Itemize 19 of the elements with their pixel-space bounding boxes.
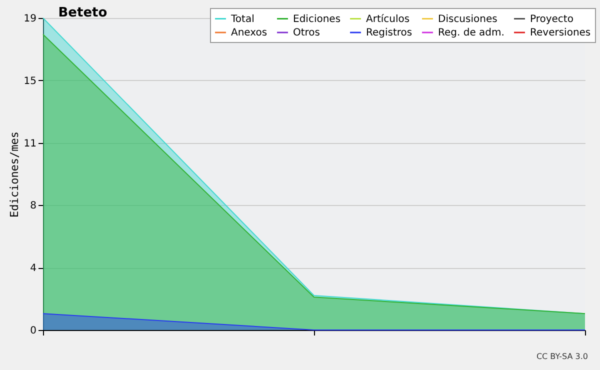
chart-title: Beteto: [58, 6, 108, 20]
y-tick-label: 8: [30, 200, 36, 212]
legend-label: Artículos: [366, 14, 410, 25]
legend-label: Reversiones: [530, 28, 591, 38]
y-tick-label: 15: [24, 76, 36, 87]
legend-label: Registros: [366, 28, 412, 38]
legend-label: Proyecto: [530, 14, 574, 25]
y-tick-label: 0: [30, 326, 36, 336]
legend-label: Discusiones: [438, 14, 498, 25]
legend-label: Anexos: [231, 28, 268, 38]
text: CC BY-SA 3.0: [536, 352, 588, 361]
y-tick-label: 4: [30, 263, 36, 274]
legend-label: Total: [230, 14, 254, 25]
y-tick-label: 11: [24, 138, 36, 150]
legend-label: Otros: [293, 28, 320, 38]
y-tick-label: 19: [24, 14, 36, 24]
legend-label: Ediciones: [293, 14, 341, 25]
legend-label: Reg. de adm.: [438, 28, 504, 38]
y-axis-title: Ediciones/mes: [8, 131, 21, 218]
